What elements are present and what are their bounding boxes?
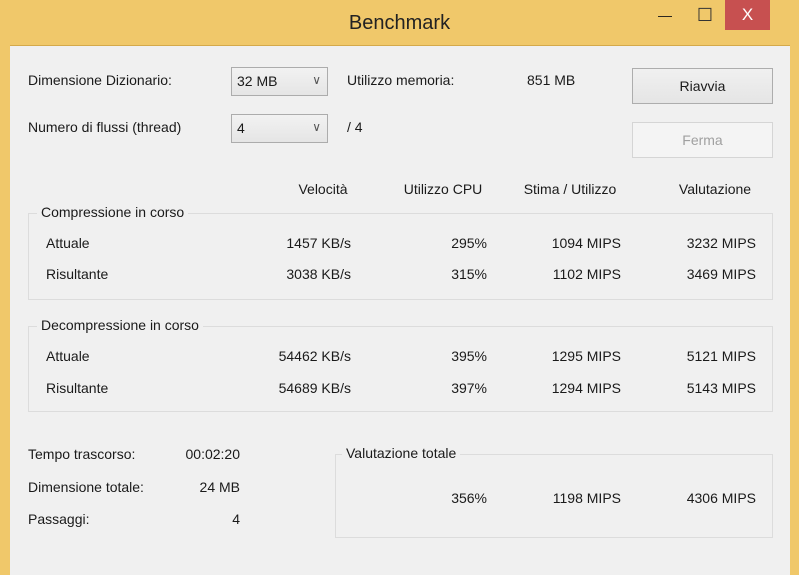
dialog-body: Dimensione Dizionario: 32 MB ∨ Numero di …: [10, 45, 790, 575]
compression-cpu-value: 295%: [451, 235, 487, 251]
decompression-title: Decompressione in corso: [37, 317, 203, 333]
memory-label: Utilizzo memoria:: [347, 72, 455, 88]
compression-group: Compressione in corso: [28, 204, 773, 300]
compression-estimate-value: 1094 MIPS: [551, 235, 621, 251]
compression-row-label: Attuale: [46, 235, 90, 251]
size-value: 24 MB: [199, 479, 240, 495]
threads-label: Numero di flussi (thread): [28, 119, 182, 135]
passes-value: 4: [232, 511, 240, 527]
col-rating: Valutazione: [678, 181, 752, 197]
threads-value: 4: [237, 120, 245, 136]
decompression-estimate-value: 1295 MIPS: [551, 348, 621, 364]
elapsed-label: Tempo trascorso:: [28, 446, 136, 462]
total-estimate: 1198 MIPS: [552, 490, 621, 506]
compression-title: Compressione in corso: [37, 204, 189, 220]
total-rating-group: Valutazione totale: [335, 445, 773, 538]
compression-cpu-value: 315%: [451, 266, 487, 282]
col-estimate: Stima / Utilizzo: [523, 181, 617, 197]
size-label: Dimensione totale:: [28, 479, 144, 495]
dict-label: Dimensione Dizionario:: [28, 72, 172, 88]
compression-estimate-value: 1102 MIPS: [552, 266, 621, 282]
elapsed-value: 00:02:20: [185, 446, 241, 462]
minimize-button[interactable]: —: [658, 7, 672, 23]
decompression-estimate-value: 1294 MIPS: [551, 380, 621, 396]
total-cpu: 356%: [451, 490, 487, 506]
decompression-group: Decompressione in corso: [28, 317, 773, 412]
decompression-rating-value: 5121 MIPS: [686, 348, 756, 364]
decompression-cpu-value: 397%: [451, 380, 487, 396]
dict-size-select[interactable]: 32 MB ∨: [231, 67, 328, 96]
maximize-button[interactable]: ☐: [696, 4, 714, 25]
decompression-row-label: Risultante: [46, 380, 109, 396]
threads-select[interactable]: 4 ∨: [231, 114, 328, 143]
memory-value: 851 MB: [527, 72, 576, 88]
total-title: Valutazione totale: [342, 445, 461, 461]
decompression-rating-value: 5143 MIPS: [686, 380, 756, 396]
dict-size-value: 32 MB: [237, 73, 278, 89]
compression-speed-value: 3038 KB/s: [286, 266, 351, 282]
compression-speed-value: 1457 KB/s: [286, 235, 351, 251]
compression-rating-value: 3469 MIPS: [686, 266, 756, 282]
close-button[interactable]: X: [725, 0, 770, 30]
col-speed: Velocità: [298, 181, 348, 197]
decompression-speed-value: 54689 KB/s: [278, 380, 351, 396]
compression-rating-value: 3232 MIPS: [686, 235, 756, 251]
stop-button[interactable]: Ferma: [632, 122, 773, 158]
chevron-down-icon: ∨: [312, 120, 321, 134]
decompression-row-label: Attuale: [46, 348, 90, 364]
decompression-cpu-value: 395%: [451, 348, 487, 364]
chevron-down-icon: ∨: [312, 73, 321, 87]
decompression-speed-value: 54462 KB/s: [278, 348, 351, 364]
passes-label: Passaggi:: [28, 511, 90, 527]
col-cpu: Utilizzo CPU: [403, 181, 483, 197]
restart-button[interactable]: Riavvia: [632, 68, 773, 104]
compression-row-label: Risultante: [46, 266, 109, 282]
window-title: Benchmark: [348, 12, 451, 34]
threads-max: / 4: [347, 119, 363, 135]
total-rating: 4306 MIPS: [686, 490, 756, 506]
